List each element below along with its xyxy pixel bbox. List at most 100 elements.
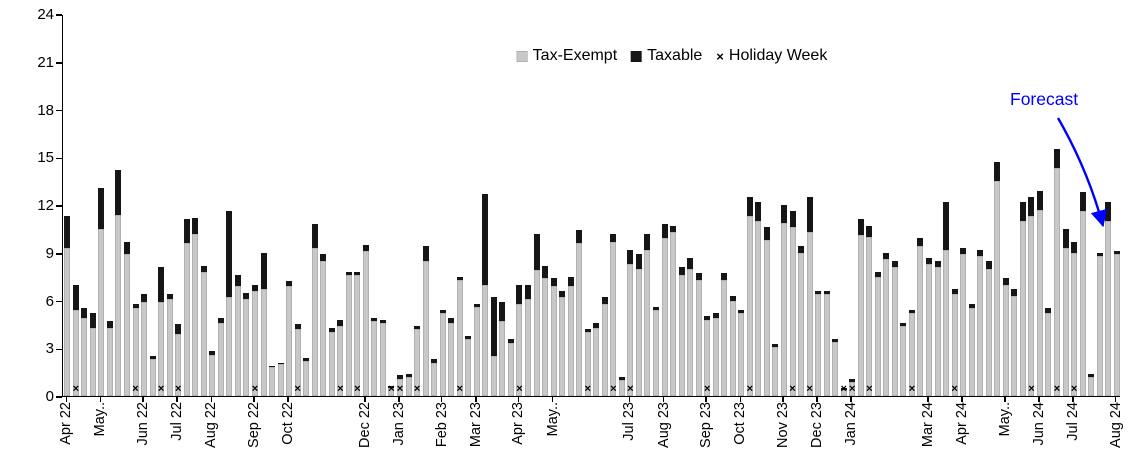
- weekly-issuance-chart: Tax-Exempt Taxable × Holiday Week 0 3 6 9 12 15 1…: [37, 6, 1123, 448]
- tax-exempt-segment: [379, 322, 386, 396]
- stacked-bar: [977, 249, 984, 396]
- stacked-bar: [755, 201, 762, 396]
- stacked-bar: [601, 297, 608, 396]
- x-axis-tick: [142, 397, 144, 402]
- stacked-bar: [269, 365, 276, 396]
- taxable-segment: [977, 249, 984, 256]
- legend-swatch: [516, 50, 528, 62]
- stacked-bar: [798, 246, 805, 396]
- tax-exempt-segment: [746, 216, 753, 396]
- holiday-week-marker: ×: [951, 383, 958, 395]
- stacked-bar: [627, 249, 634, 396]
- stacked-bar: [567, 276, 574, 396]
- taxable-segment: [729, 295, 736, 301]
- taxable-segment: [64, 216, 71, 248]
- tax-exempt-segment: [132, 308, 139, 396]
- taxable-segment: [482, 193, 489, 285]
- stacked-bar: [337, 319, 344, 396]
- tax-exempt-segment: [1036, 209, 1043, 396]
- taxable-segment: [934, 260, 941, 268]
- taxable-segment: [115, 170, 122, 215]
- taxable-segment: [951, 289, 958, 295]
- tax-exempt-segment: [729, 300, 736, 396]
- taxable-segment: [277, 362, 284, 365]
- taxable-segment: [917, 238, 924, 247]
- taxable-segment: [414, 325, 421, 330]
- taxable-segment: [465, 335, 472, 339]
- tax-exempt-segment: [507, 343, 514, 396]
- stacked-bar: [1113, 251, 1120, 396]
- y-axis-tick-label: 3: [45, 340, 54, 358]
- tax-exempt-segment: [1088, 376, 1095, 396]
- taxable-segment: [994, 162, 1001, 182]
- taxable-segment: [533, 233, 540, 271]
- stacked-bar: [422, 246, 429, 396]
- stacked-bar: [405, 373, 412, 396]
- taxable-segment: [1079, 192, 1086, 212]
- tax-exempt-segment: [908, 313, 915, 396]
- taxable-segment: [780, 205, 787, 223]
- tax-exempt-segment: [414, 329, 421, 396]
- taxable-segment: [1071, 241, 1078, 253]
- tax-exempt-segment: [320, 260, 327, 396]
- tax-exempt-segment: [780, 222, 787, 396]
- stacked-bar: [200, 265, 207, 396]
- x-axis-tick: [551, 397, 554, 402]
- stacked-bar: [379, 319, 386, 396]
- taxable-segment: [883, 252, 890, 260]
- taxable-segment: [320, 254, 327, 261]
- y-axis-tick-label: 21: [37, 53, 54, 71]
- stacked-bar: [465, 335, 472, 396]
- legend-label: Taxable: [647, 47, 703, 64]
- taxable-segment: [81, 308, 88, 319]
- stacked-bar: [891, 260, 898, 396]
- stacked-bar: [439, 310, 446, 396]
- stacked-bar: [388, 386, 395, 396]
- tax-exempt-segment: [405, 376, 412, 396]
- taxable-segment: [1028, 197, 1035, 217]
- taxable-segment: [328, 327, 335, 333]
- y-axis-tick: [56, 14, 62, 16]
- x-axis-tick: [65, 397, 68, 402]
- x-axis-tick: [705, 397, 707, 402]
- tax-exempt-segment: [815, 294, 822, 396]
- taxable-segment: [1019, 201, 1026, 221]
- stacked-bar: [729, 295, 736, 396]
- stacked-bar: [115, 170, 122, 396]
- stacked-bar: [951, 289, 958, 396]
- stacked-bar: [1071, 241, 1078, 396]
- tax-exempt-segment: [106, 327, 113, 396]
- tax-exempt-segment: [866, 236, 873, 396]
- holiday-week-marker: ×: [866, 383, 873, 395]
- y-axis-tick: [56, 396, 62, 398]
- tax-exempt-segment: [610, 241, 617, 396]
- taxable-segment: [183, 219, 190, 244]
- taxable-segment: [388, 386, 395, 389]
- taxable-segment: [379, 319, 386, 323]
- tax-exempt-segment: [209, 354, 216, 396]
- tax-exempt-segment: [883, 259, 890, 396]
- tax-exempt-segment: [567, 286, 574, 396]
- tax-exempt-segment: [1071, 252, 1078, 396]
- x-axis-tick: [1072, 397, 1074, 402]
- taxable-segment: [337, 319, 344, 326]
- taxable-segment: [900, 322, 907, 326]
- stacked-bar: [311, 224, 318, 396]
- tax-exempt-segment: [362, 251, 369, 396]
- stacked-bar: [81, 308, 88, 396]
- tax-exempt-segment: [943, 249, 950, 396]
- tax-exempt-segment: [1105, 220, 1112, 396]
- tax-exempt-segment: [559, 297, 566, 396]
- taxable-segment: [260, 252, 267, 290]
- stacked-bar: [1019, 201, 1026, 396]
- x-axis-tick: [253, 397, 255, 402]
- stacked-bar: [738, 310, 745, 396]
- stacked-bar: [397, 375, 404, 396]
- tax-exempt-segment: [1011, 295, 1018, 396]
- legend-item: × Holiday Week: [716, 47, 827, 65]
- tax-exempt-segment: [397, 378, 404, 396]
- taxable-segment: [721, 273, 728, 280]
- taxable-segment: [542, 265, 549, 279]
- stacked-bar: [328, 327, 335, 396]
- tax-exempt-segment: [550, 286, 557, 396]
